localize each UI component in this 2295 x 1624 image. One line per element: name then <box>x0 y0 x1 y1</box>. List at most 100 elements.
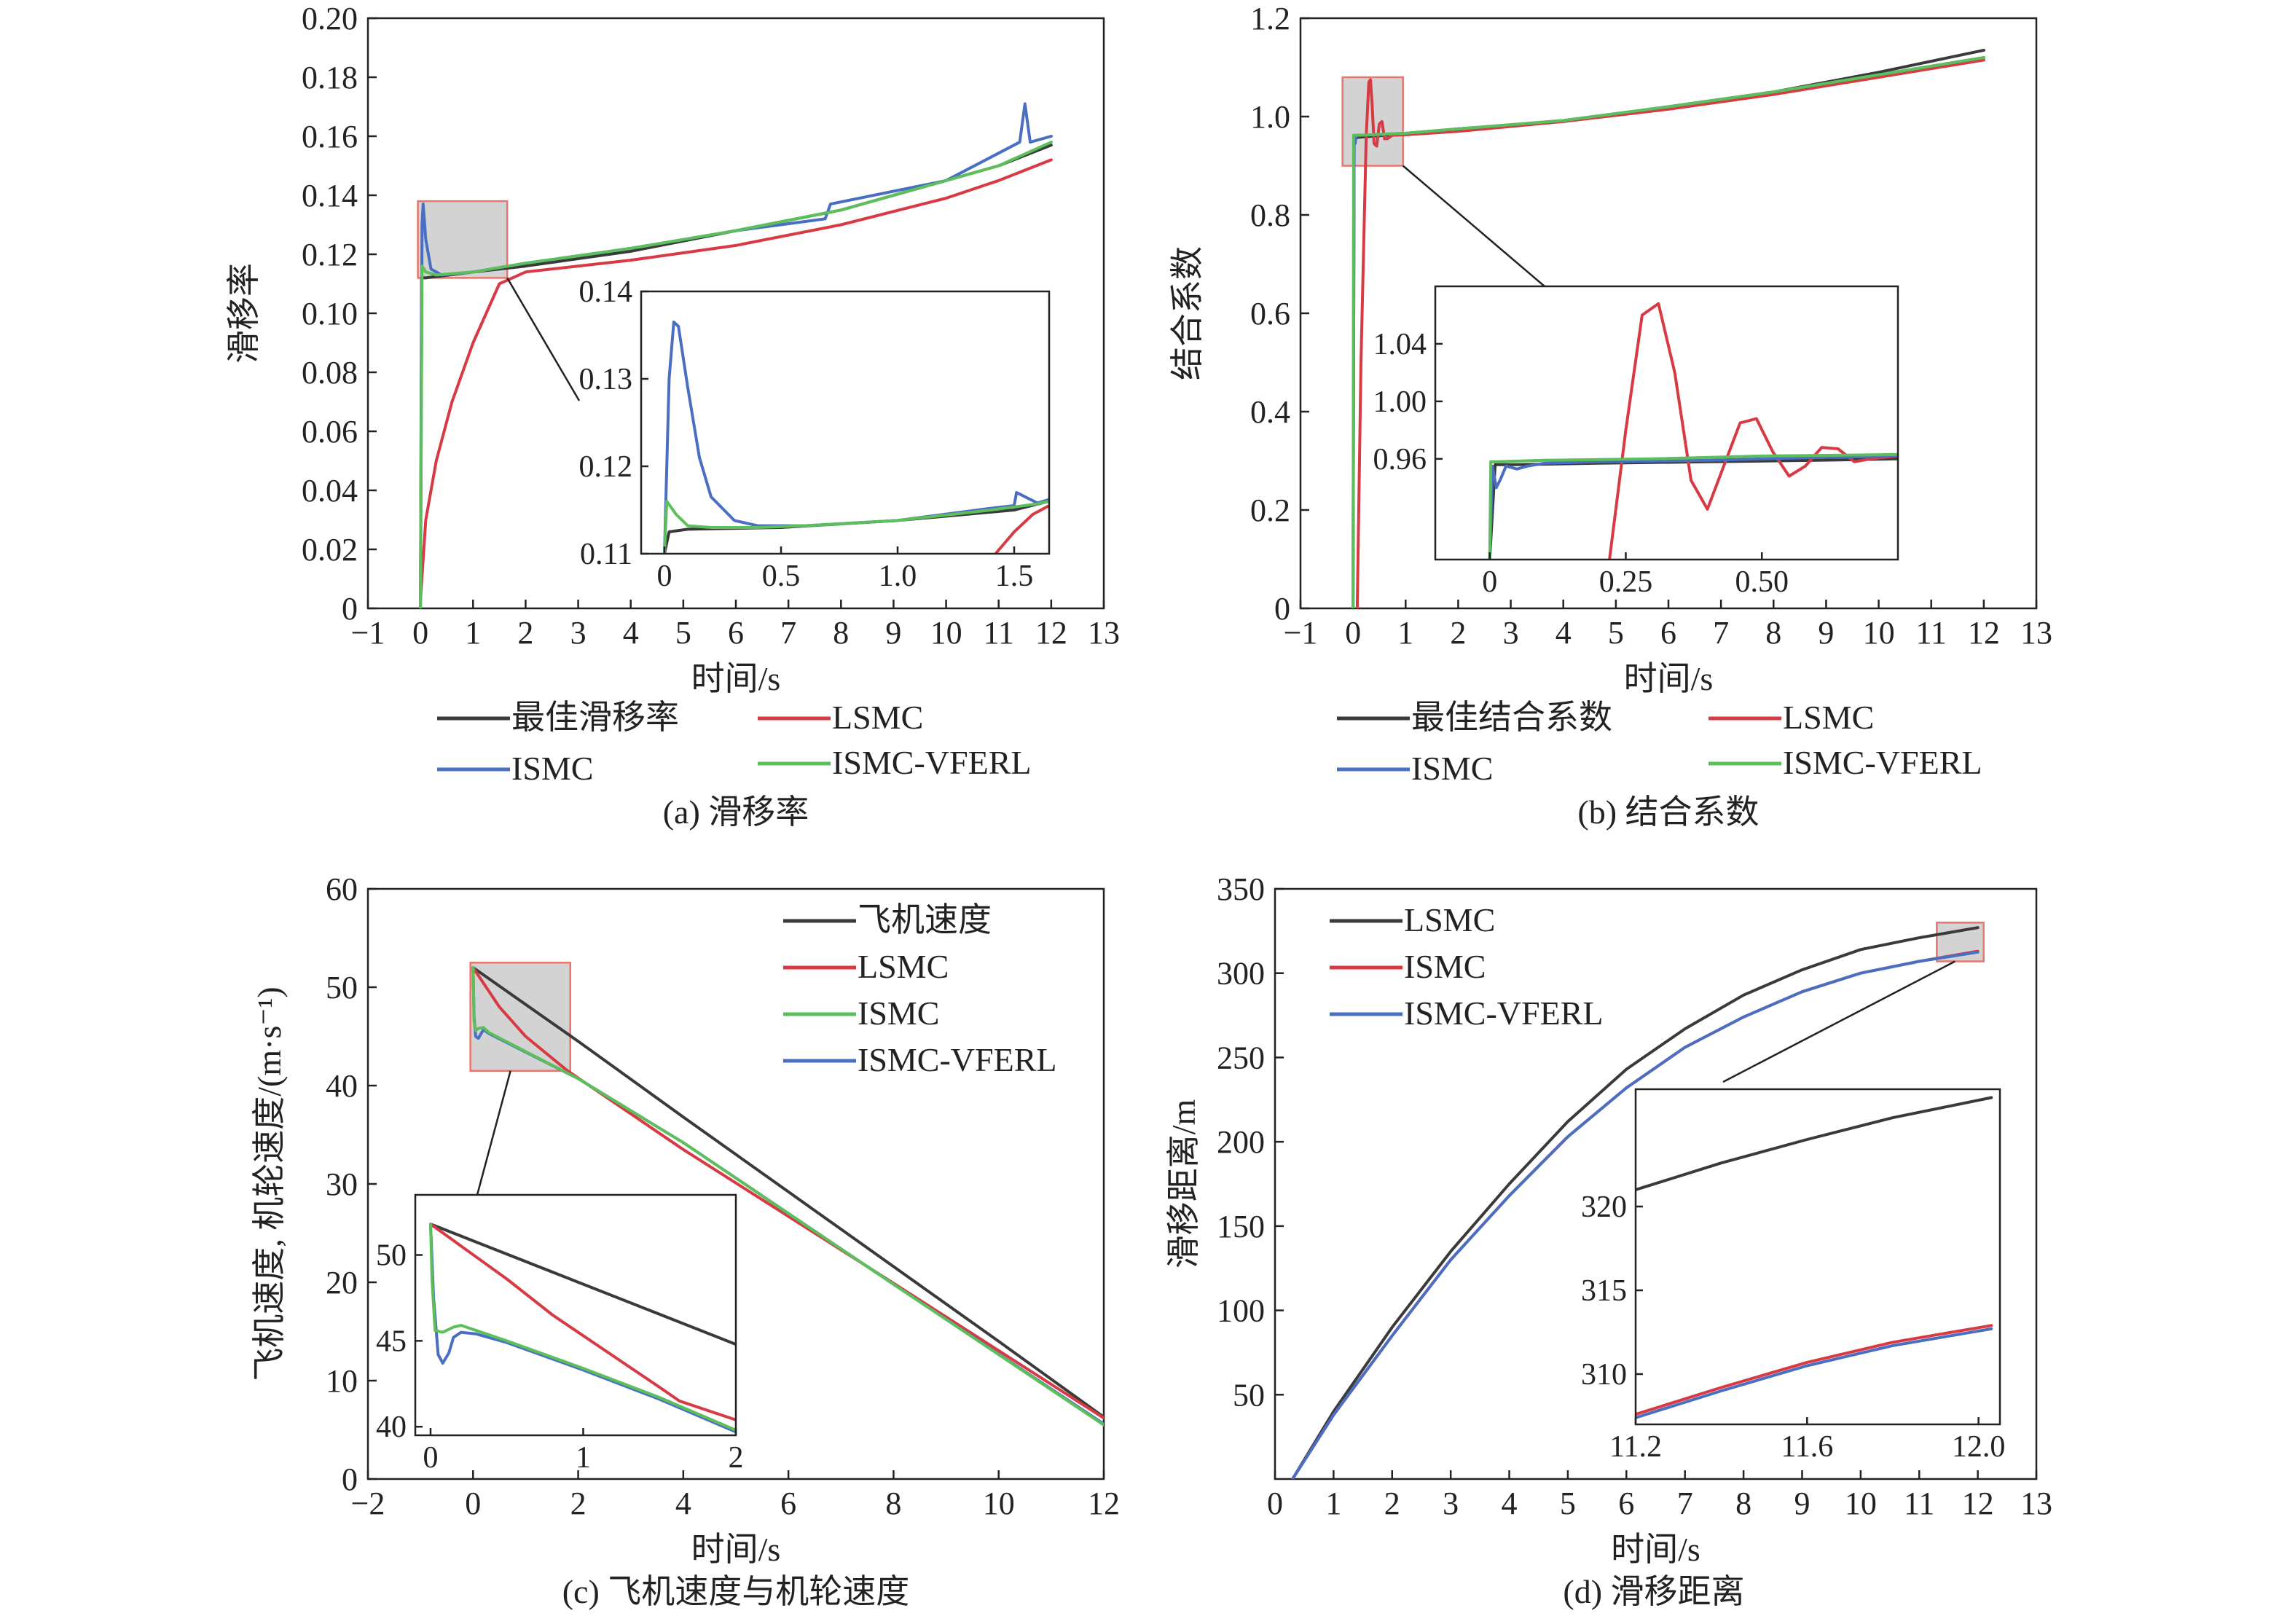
inset-series-group-a <box>663 321 1049 554</box>
y-axis-label-b: 结合系数 <box>1169 246 1206 380</box>
main-b-series-3 <box>1352 56 1985 608</box>
inset-frame-d <box>1634 1088 2001 1426</box>
y-tick-label-b: 0.6 <box>1250 296 1290 332</box>
x-tick-label-d: 3 <box>1443 1486 1459 1521</box>
inset-x-tick-label-d: 11.2 <box>1609 1430 1662 1464</box>
x-tick-label-a: −1 <box>351 615 385 651</box>
inset-series-group-c <box>429 1223 736 1434</box>
inset-y-tick-label-a: 0.13 <box>579 363 633 396</box>
x-tick-label-b: 4 <box>1556 615 1572 651</box>
legend-label-d: ISMC-VFERL <box>1404 995 1603 1032</box>
x-axis-label-d: 时间/s <box>1611 1531 1700 1568</box>
y-tick-label-a: 0.20 <box>302 1 358 36</box>
inset-x-tick-label-d: 11.6 <box>1781 1430 1833 1464</box>
main-c-series-0 <box>471 966 1104 1419</box>
inset-d-series-2 <box>1636 1327 1993 1419</box>
inset-y-tick-label-c: 40 <box>376 1411 407 1444</box>
x-tick-label-b: 13 <box>2020 615 2052 651</box>
legend-label-c: ISMC-VFERL <box>858 1041 1056 1078</box>
x-tick-label-c: 10 <box>983 1486 1015 1521</box>
inset-d-series-1 <box>1636 1324 1993 1416</box>
x-tick-label-d: 7 <box>1677 1486 1693 1521</box>
main-d-series-0 <box>1291 926 1980 1479</box>
x-tick-label-b: 3 <box>1503 615 1519 651</box>
x-tick-label-d: 13 <box>2020 1486 2052 1521</box>
y-tick-label-b: 1.0 <box>1250 99 1290 135</box>
y-tick-label-d: 150 <box>1217 1209 1265 1244</box>
x-axis-label-b: 时间/s <box>1624 660 1714 697</box>
legend-c: 飞机速度 LSMC ISMC ISMC-VFERL <box>783 901 1056 1078</box>
inset-x-tick-label-c: 2 <box>729 1441 744 1475</box>
inset-frame-b <box>1434 285 1899 561</box>
inset-y-tick-label-b: 0.96 <box>1373 443 1427 476</box>
zoom-connector-a <box>506 277 581 401</box>
inset-c: 0 1 2 40 45 50 <box>376 1193 744 1475</box>
y-tick-label-c: 40 <box>326 1068 358 1104</box>
y-tick-label-a: 0.10 <box>302 296 358 332</box>
x-tick-label-a: 6 <box>728 615 744 651</box>
x-tick-label-a: 10 <box>930 615 962 651</box>
x-tick-label-d: 9 <box>1794 1486 1810 1521</box>
caption-d: (d) 滑移距离 <box>1563 1573 1744 1610</box>
zoom-region-c <box>469 962 572 1072</box>
x-tick-label-d: 12 <box>1962 1486 1994 1521</box>
x-tick-label-d: 6 <box>1618 1486 1634 1521</box>
inset-c-series-0 <box>429 1223 736 1346</box>
x-tick-label-c: 8 <box>885 1486 901 1521</box>
x-tick-label-d: 11 <box>1904 1486 1934 1521</box>
inset-b: 0 0.25 0.50 0.96 1.00 1.04 <box>1373 285 1899 599</box>
x-tick-label-a: 4 <box>623 615 639 651</box>
y-tick-label-a: 0.16 <box>302 119 358 154</box>
chart-b: −1 0 1 2 3 4 5 6 7 8 9 10 11 12 1300.20.40.60.81.01.2时… <box>1169 1 2052 831</box>
series-group-c <box>471 966 1104 1427</box>
main-b-series-1 <box>1355 58 1985 608</box>
legend-label-a: LSMC <box>832 699 923 736</box>
y-tick-label-b: 0 <box>1274 591 1290 627</box>
caption-a: (a) 滑移率 <box>663 793 809 831</box>
inset-x-tick-label-a: 0 <box>657 560 672 593</box>
x-tick-label-b: 8 <box>1765 615 1781 651</box>
x-tick-label-a: 2 <box>517 615 533 651</box>
chart-a: −1 0 1 2 3 4 5 6 7 8 9 10 11 12 1300.020.040.060.080.1… <box>225 1 1120 831</box>
y-tick-label-a: 0.18 <box>302 60 358 95</box>
y-axis-label-c: 飞机速度, 机轮速度/(m·s⁻¹) <box>251 986 288 1381</box>
zoom-connector-c <box>476 1070 511 1196</box>
inset-y-tick-label-d: 315 <box>1581 1274 1627 1308</box>
legend-label-b: LSMC <box>1783 699 1874 736</box>
main-a-series-3 <box>419 141 1053 608</box>
legend-a: 最佳滑移率 LSMC ISMC ISMC-VFERL <box>437 699 1031 787</box>
caption-b: (b) 结合系数 <box>1577 793 1759 831</box>
inset-c-series-3 <box>429 1223 736 1432</box>
y-tick-label-c: 60 <box>326 871 358 907</box>
inset-b-series-1 <box>1608 302 1898 560</box>
inset-x-tick-label-c: 1 <box>576 1441 591 1475</box>
y-tick-label-c: 30 <box>326 1166 358 1202</box>
inset-y-tick-label-a: 0.11 <box>580 538 632 571</box>
x-tick-label-a: 7 <box>780 615 796 651</box>
legend-d: LSMC ISMC ISMC-VFERL <box>1330 901 1603 1032</box>
y-tick-label-a: 0.06 <box>302 414 358 450</box>
caption-c: (c) 飞机速度与机轮速度 <box>562 1573 910 1610</box>
x-tick-label-c: 6 <box>780 1486 796 1521</box>
x-tick-label-b: 6 <box>1660 615 1676 651</box>
main-a-series-1 <box>419 158 1053 601</box>
legend-label-b: ISMC <box>1411 750 1493 787</box>
y-tick-label-d: 250 <box>1217 1040 1265 1075</box>
inset-x-tick-label-a: 1.5 <box>995 560 1034 593</box>
inset-y-tick-label-c: 50 <box>376 1239 407 1273</box>
legend-label-a: ISMC-VFERL <box>832 744 1031 781</box>
y-tick-label-c: 10 <box>326 1363 358 1399</box>
x-tick-label-c: 4 <box>675 1486 691 1521</box>
series-group-d <box>1291 926 1980 1479</box>
legend-label-b: ISMC-VFERL <box>1783 744 1982 781</box>
x-axis-label-c: 时间/s <box>691 1531 781 1568</box>
x-tick-label-b: 2 <box>1450 615 1466 651</box>
y-tick-label-b: 0.4 <box>1250 394 1290 430</box>
x-tick-label-b: −1 <box>1284 615 1318 651</box>
x-tick-label-a: 0 <box>412 615 428 651</box>
legend-label-c: ISMC <box>858 995 939 1032</box>
inset-y-tick-label-a: 0.14 <box>579 275 633 309</box>
inset-x-tick-label-b: 0.50 <box>1735 565 1789 599</box>
series-group-b <box>1352 48 1985 608</box>
